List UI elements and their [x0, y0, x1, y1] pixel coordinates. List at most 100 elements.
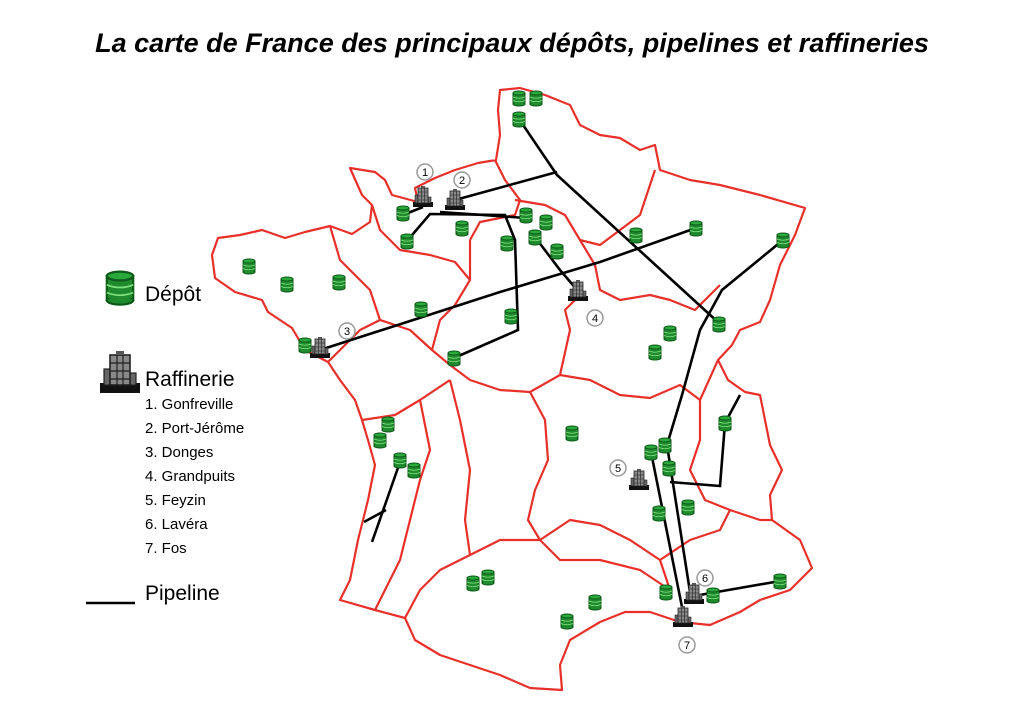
region-border [514, 169, 657, 247]
pipeline-line [406, 212, 520, 360]
oil-tank-icon [718, 415, 732, 432]
marker-number: 3 [344, 326, 350, 338]
region-border [469, 299, 576, 394]
refinery-marker: 7 [678, 636, 696, 654]
legend-refinery-label: Raffinerie [145, 368, 235, 391]
pipeline-line [669, 394, 742, 488]
marker-number: 6 [702, 573, 708, 585]
marker-circle [696, 569, 714, 587]
refinery-icon [684, 583, 704, 604]
marker-circle [586, 309, 604, 327]
region-border [659, 509, 731, 561]
pipeline-line [517, 118, 721, 325]
oil-tank-icon [414, 301, 428, 318]
region-border [526, 391, 550, 541]
pipeline-line [649, 451, 685, 613]
oil-tank-icon [689, 220, 703, 237]
legend-refinery-item: 3. Donges [145, 444, 214, 461]
oil-tank-icon [504, 308, 518, 325]
legend-depot-label: Dépôt [145, 283, 202, 306]
marker-number: 5 [615, 463, 621, 475]
oil-tank-icon [662, 460, 676, 477]
pipeline-line [454, 170, 558, 202]
oil-tank-icon [652, 505, 666, 522]
oil-tank-icon [648, 344, 662, 361]
region-border [448, 379, 472, 556]
oil-tank-icon [663, 325, 677, 342]
pipelines [319, 118, 784, 613]
refinery-marker: 6 [696, 569, 714, 587]
oil-tank-icon [500, 235, 514, 252]
marker-number: 2 [459, 175, 465, 187]
oil-tank-icon [242, 258, 256, 275]
oil-tank-icon [529, 90, 543, 107]
oil-tank-icon [512, 90, 526, 107]
marker-circle [338, 322, 356, 340]
oil-tank-icon [644, 444, 658, 461]
refinery-icon [568, 280, 588, 301]
refinery-icon [629, 469, 649, 490]
oil-tank-icon [332, 274, 346, 291]
oil-tank-icon [776, 232, 790, 249]
oil-tank-icon [396, 205, 410, 222]
region-border [370, 204, 471, 281]
refinery-marker: 5 [609, 459, 627, 477]
oil-tank-icon [528, 229, 542, 246]
region-border [559, 359, 720, 402]
france-border [210, 86, 814, 692]
refineries: 1 2 3 4 5 6 7 [310, 163, 714, 654]
legend-pipeline-label: Pipeline [145, 582, 220, 605]
marker-circle [453, 171, 471, 189]
region-border [374, 399, 432, 611]
region-border [361, 379, 451, 422]
oil-tank-icon [466, 575, 480, 592]
oil-tank-icon [588, 594, 602, 611]
oil-tank-icon [519, 207, 533, 224]
oil-tank-icon [298, 337, 312, 354]
oil-tank-icon [400, 233, 414, 250]
refinery-icon [673, 606, 693, 627]
oil-tank-icon [381, 416, 395, 433]
legend-refinery-item: 4. Grandpuits [145, 468, 236, 485]
oil-tank-icon [481, 569, 495, 586]
marker-circle [416, 163, 434, 181]
region-border [579, 239, 721, 312]
region-border [327, 225, 382, 363]
oil-tank-icon [393, 452, 407, 469]
legend-refinery-item: 2. Port-Jérôme [145, 420, 245, 437]
region-border [688, 400, 772, 522]
oil-tank-icon [706, 587, 720, 604]
legend-refinery-item: 1. Gonfreville [145, 396, 234, 413]
oil-tank-icon [550, 243, 564, 260]
oil-tank-icon [447, 350, 461, 367]
refinery-marker: 4 [586, 309, 604, 327]
pipeline-line [370, 461, 402, 543]
legend-refinery-item: 6. Lavéra [145, 516, 208, 533]
marker-circle [609, 459, 627, 477]
oil-tank-icon [539, 214, 553, 231]
oil-tank-icon [629, 227, 643, 244]
oil-tank-icon [712, 316, 726, 333]
marker-number: 4 [592, 313, 598, 325]
region-borders [210, 86, 814, 692]
region-border [379, 318, 433, 351]
pipeline-line [363, 508, 387, 524]
marker-number: 7 [684, 640, 690, 652]
refinery-marker: 2 [453, 171, 471, 189]
pipeline-line [533, 236, 579, 292]
oil-tank-icon [659, 584, 673, 601]
refinery-icon [100, 351, 140, 393]
region-border [469, 159, 522, 241]
oil-tank-icon [658, 437, 672, 454]
refinery-marker: 3 [338, 322, 356, 340]
oil-tank-icon [455, 220, 469, 237]
legend-refinery-item: 5. Feyzin [145, 492, 206, 509]
oil-tank-icon [373, 432, 387, 449]
marker-number: 1 [422, 167, 428, 179]
legend-refinery-item: 7. Fos [145, 540, 187, 557]
oil-tank-icon [773, 573, 787, 590]
pipeline-line [319, 226, 697, 352]
refinery-icon [445, 189, 465, 210]
depots [242, 90, 790, 630]
oil-tank-icon [280, 276, 294, 293]
